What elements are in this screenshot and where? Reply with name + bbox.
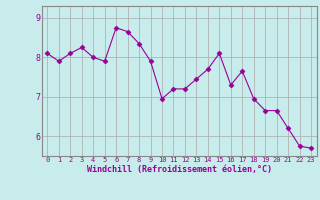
- X-axis label: Windchill (Refroidissement éolien,°C): Windchill (Refroidissement éolien,°C): [87, 165, 272, 174]
